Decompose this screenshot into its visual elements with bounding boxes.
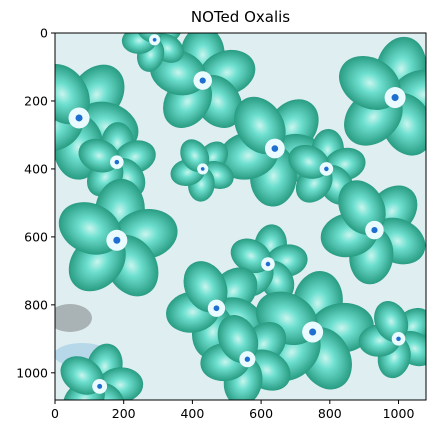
- flower-center: [244, 356, 251, 362]
- flower: [78, 122, 156, 198]
- image-frame: [54, 32, 427, 401]
- flower-center: [309, 328, 317, 336]
- flower-layer: [55, 33, 426, 400]
- x-tick-label: 0: [51, 406, 59, 421]
- flower-center: [371, 227, 378, 234]
- y-tick-label: 1000: [16, 365, 48, 380]
- flower: [200, 315, 291, 400]
- flower-center: [391, 94, 399, 102]
- gray-leaf-patch: [55, 304, 92, 332]
- x-tick-label: 600: [249, 406, 273, 421]
- flower: [288, 129, 366, 205]
- y-tick-label: 200: [24, 93, 48, 108]
- y-tick-label: 800: [24, 297, 48, 312]
- x-tick-label: 400: [180, 406, 204, 421]
- flower: [121, 33, 184, 72]
- plot-title: NOTed Oxalis: [190, 8, 291, 26]
- y-tick-label: 600: [24, 229, 48, 244]
- y-axis: 0 200 400 600 800 1000: [16, 26, 55, 380]
- flower-center: [200, 167, 205, 171]
- x-tick-label: 1000: [383, 406, 415, 421]
- flower-center: [114, 159, 120, 165]
- flower-center: [213, 305, 220, 312]
- x-axis: 0 200 400 600 800 1000: [51, 400, 414, 421]
- flower: [230, 224, 308, 301]
- flower-center: [152, 37, 157, 42]
- flower: [358, 301, 426, 379]
- y-tick-label: 0: [40, 26, 48, 41]
- flower: [58, 178, 178, 297]
- y-tick-label: 400: [24, 161, 48, 176]
- flower-center: [97, 383, 103, 389]
- flower-center: [199, 77, 206, 84]
- x-tick-label: 800: [318, 406, 342, 421]
- flower-center: [324, 166, 329, 172]
- flower-center: [271, 145, 279, 152]
- flower-center: [265, 261, 271, 267]
- flower-center: [396, 336, 401, 342]
- flower: [60, 343, 144, 400]
- flower-center: [113, 236, 121, 244]
- x-tick-label: 200: [112, 406, 136, 421]
- flower: [320, 180, 426, 285]
- flower-center: [75, 114, 83, 122]
- flower: [339, 36, 426, 156]
- flower: [170, 139, 234, 202]
